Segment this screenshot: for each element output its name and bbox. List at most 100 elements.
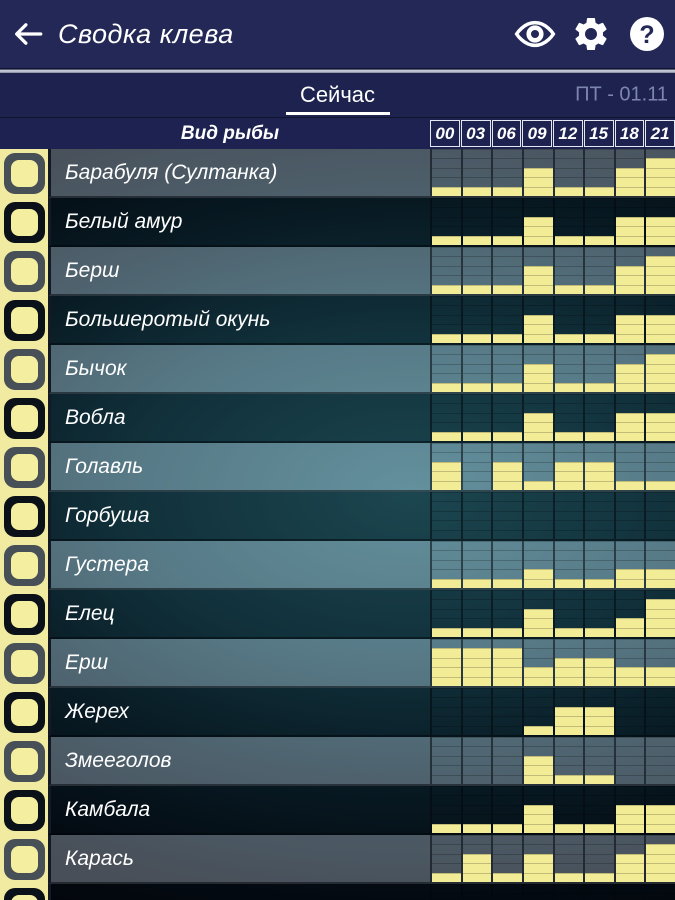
fish-checkbox[interactable] — [3, 447, 45, 488]
bite-cell-off — [462, 305, 492, 314]
bite-cell-off — [554, 795, 584, 804]
bite-cell-on — [615, 618, 645, 628]
bite-cell-off — [585, 814, 614, 823]
bite-cell-on — [554, 774, 584, 785]
bite-cell-on — [523, 382, 553, 393]
bite-cell-on — [554, 382, 584, 393]
fish-row-body[interactable]: Голавль — [48, 443, 675, 492]
chart-column — [613, 345, 645, 393]
fish-row: Барабуля (Султанка) — [0, 149, 675, 198]
visibility-button[interactable] — [507, 0, 563, 68]
bite-cell-off — [554, 167, 584, 177]
bite-cell-off — [432, 893, 461, 900]
bite-cell-on — [585, 471, 614, 481]
bite-cell-off — [585, 373, 614, 382]
chart-column — [491, 296, 522, 344]
back-button[interactable] — [0, 0, 56, 68]
bite-cell-off — [432, 198, 461, 207]
settings-button[interactable] — [563, 0, 619, 68]
bite-cell-on — [523, 422, 553, 432]
fish-row-body[interactable]: Большеротый окунь — [48, 296, 675, 345]
bite-cell-off — [615, 765, 645, 774]
bite-cell-on — [646, 412, 675, 423]
fish-checkbox[interactable] — [3, 300, 45, 341]
fish-checkbox[interactable] — [3, 888, 45, 900]
fish-checkbox[interactable] — [3, 643, 45, 684]
fish-row-body[interactable]: Барабуля (Султанка) — [48, 149, 675, 198]
fish-checkbox[interactable] — [3, 545, 45, 586]
fish-row-body[interactable]: Елец — [48, 590, 675, 639]
bite-cell-on — [615, 422, 645, 432]
bite-cell-off — [493, 688, 522, 697]
chart-column — [460, 296, 492, 344]
bite-cell-on — [554, 235, 584, 246]
bite-cell-off — [585, 618, 614, 627]
fish-row-body[interactable]: Камбала — [48, 786, 675, 835]
bite-cell-off — [493, 569, 522, 578]
bite-cell-off — [432, 412, 461, 422]
chart-column — [460, 688, 492, 735]
fish-row-body[interactable]: Белый амур — [48, 198, 675, 247]
chart-column — [644, 688, 675, 735]
fish-row-body[interactable]: Ерш — [48, 639, 675, 688]
fish-name: Бычок — [65, 356, 127, 380]
bite-cell-off — [554, 265, 584, 275]
bite-cell-off — [493, 529, 522, 539]
fish-row-body[interactable]: Бычок — [48, 345, 675, 394]
bite-cell-on — [646, 667, 675, 677]
chart-column — [460, 541, 492, 589]
bite-cell-off — [523, 354, 553, 363]
fish-checkbox[interactable] — [3, 790, 45, 831]
fish-row-body[interactable]: Берш — [48, 247, 675, 296]
chart-column — [491, 198, 522, 246]
fish-checkbox[interactable] — [3, 398, 45, 439]
bite-cell-off — [585, 804, 614, 814]
fish-row-body[interactable]: Жерех — [48, 688, 675, 737]
bite-cell-on — [523, 480, 553, 491]
bite-cell-off — [646, 443, 675, 452]
fish-row-body[interactable]: Горбуша — [48, 492, 675, 541]
chart-column — [491, 394, 522, 442]
bite-cell-on — [462, 863, 492, 873]
fish-checkbox[interactable] — [3, 741, 45, 782]
bite-cell-off — [432, 688, 461, 697]
fish-row-body[interactable]: Карась — [48, 835, 675, 884]
fish-checkbox[interactable] — [3, 153, 45, 194]
chart-column — [613, 492, 645, 539]
fish-checkbox[interactable] — [3, 496, 45, 537]
fish-checkbox[interactable] — [3, 692, 45, 733]
fish-row-body[interactable]: Вобла — [48, 394, 675, 443]
bite-cell-off — [615, 394, 645, 403]
bite-cell-off — [585, 452, 614, 461]
bite-cell-off — [432, 207, 461, 216]
fish-row-body[interactable] — [48, 884, 675, 900]
fish-row-body[interactable]: Густера — [48, 541, 675, 590]
bite-cell-off — [585, 422, 614, 431]
bite-cell-off — [432, 795, 461, 804]
bite-cell-off — [646, 471, 675, 480]
bite-cell-on — [523, 618, 553, 628]
fish-checkbox[interactable] — [3, 251, 45, 292]
fish-checkbox[interactable] — [3, 594, 45, 635]
bite-cell-on — [615, 265, 645, 276]
bite-cell-on — [554, 186, 584, 197]
bite-cell-off — [493, 216, 522, 226]
tab-date[interactable]: ПТ - 01.11 — [575, 83, 668, 106]
fish-checkbox[interactable] — [3, 839, 45, 880]
fish-row-body[interactable]: Змееголов — [48, 737, 675, 786]
tab-now[interactable]: Сейчас — [299, 82, 376, 107]
chart-column — [491, 884, 522, 900]
bite-cell-on — [554, 461, 584, 472]
bite-cell-off — [462, 814, 492, 823]
fish-checkbox[interactable] — [3, 349, 45, 390]
bite-cell-on — [615, 363, 645, 374]
help-button[interactable]: ? — [619, 0, 675, 68]
bite-cell-off — [432, 501, 461, 510]
bite-cell-off — [646, 501, 675, 510]
time-header-cell: 09 — [522, 120, 552, 147]
bite-cell-on — [615, 324, 645, 334]
checkbox-fill — [10, 160, 38, 187]
fish-checkbox[interactable] — [3, 202, 45, 243]
bite-cell-off — [646, 559, 675, 569]
